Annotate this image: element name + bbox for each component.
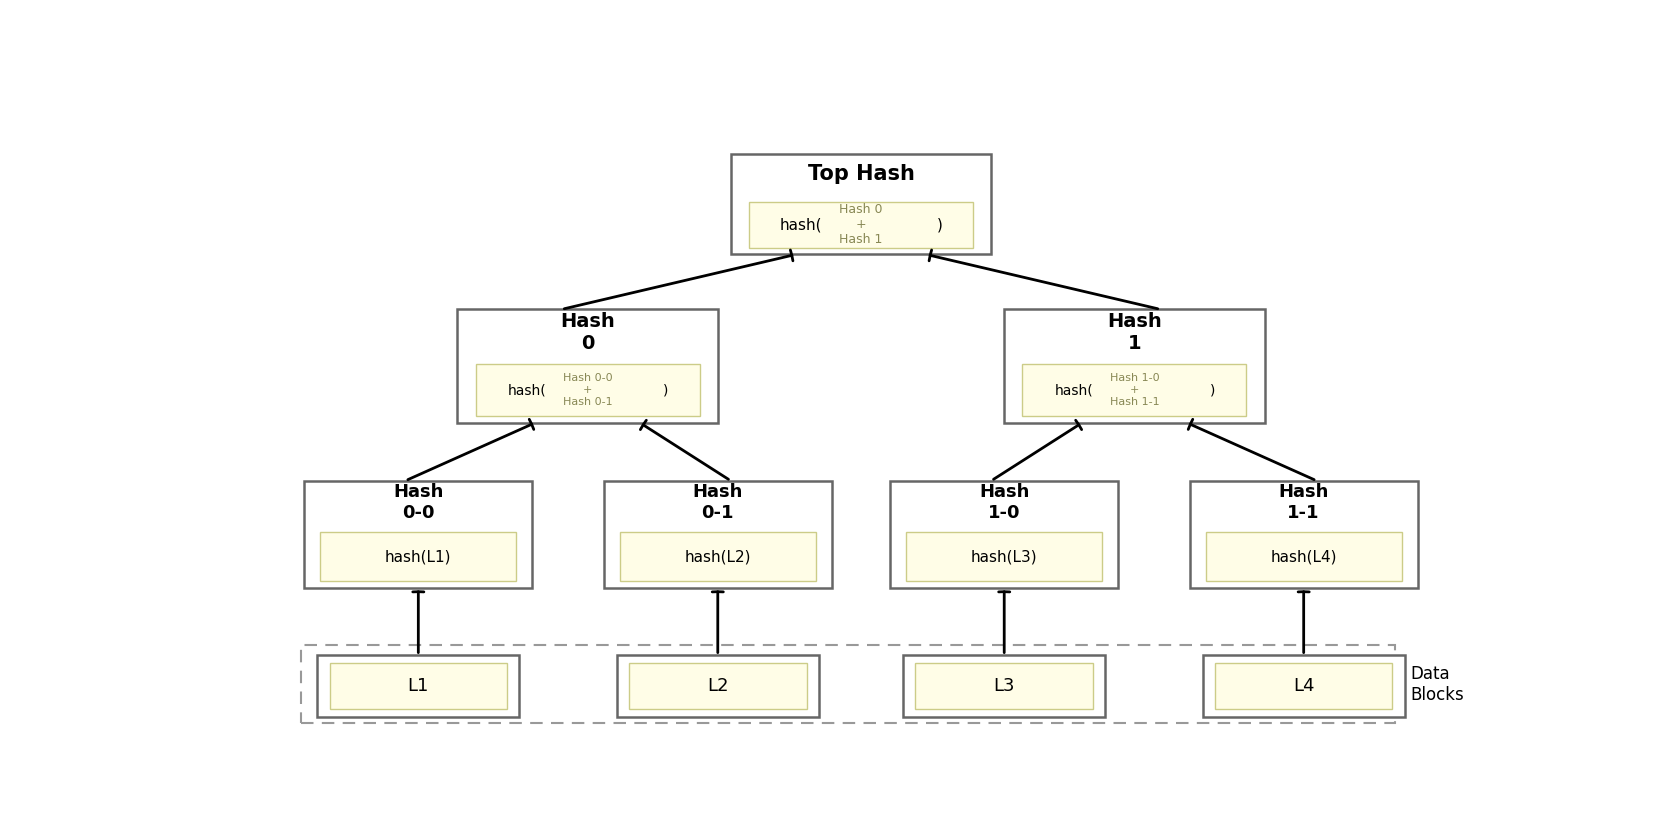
FancyBboxPatch shape <box>1203 655 1404 717</box>
Text: hash(L1): hash(L1) <box>385 549 452 564</box>
FancyBboxPatch shape <box>603 480 832 587</box>
Text: hash(L4): hash(L4) <box>1270 549 1337 564</box>
FancyBboxPatch shape <box>916 663 1094 709</box>
Text: hash(L2): hash(L2) <box>684 549 751 564</box>
Text: hash(L3): hash(L3) <box>971 549 1038 564</box>
FancyBboxPatch shape <box>1215 663 1393 709</box>
Text: Hash
0: Hash 0 <box>559 312 615 354</box>
FancyBboxPatch shape <box>731 155 991 255</box>
Text: Hash 1-0
+
Hash 1-1: Hash 1-0 + Hash 1-1 <box>1109 374 1159 407</box>
FancyBboxPatch shape <box>620 532 816 581</box>
Text: L1: L1 <box>408 677 428 696</box>
FancyBboxPatch shape <box>475 364 699 416</box>
FancyBboxPatch shape <box>1206 532 1401 581</box>
FancyBboxPatch shape <box>1189 480 1418 587</box>
FancyBboxPatch shape <box>904 655 1105 717</box>
FancyBboxPatch shape <box>304 480 533 587</box>
FancyBboxPatch shape <box>329 663 507 709</box>
Text: hash(: hash( <box>780 218 822 233</box>
Text: Data
Blocks: Data Blocks <box>1411 664 1465 704</box>
FancyBboxPatch shape <box>321 532 516 581</box>
FancyBboxPatch shape <box>906 532 1102 581</box>
Text: Hash
0-1: Hash 0-1 <box>692 483 743 522</box>
Text: ): ) <box>936 218 942 233</box>
Text: Hash 0-0
+
Hash 0-1: Hash 0-0 + Hash 0-1 <box>563 374 613 407</box>
Text: Hash
0-0: Hash 0-0 <box>393 483 444 522</box>
Text: L4: L4 <box>1294 677 1314 696</box>
Text: hash(: hash( <box>1055 383 1094 397</box>
Text: Hash 0
+
Hash 1: Hash 0 + Hash 1 <box>840 203 882 246</box>
Text: hash(: hash( <box>507 383 546 397</box>
FancyBboxPatch shape <box>318 655 519 717</box>
Text: Top Hash: Top Hash <box>808 164 914 184</box>
FancyBboxPatch shape <box>749 202 973 248</box>
Text: ): ) <box>1210 383 1216 397</box>
Text: Hash
1-0: Hash 1-0 <box>979 483 1030 522</box>
FancyBboxPatch shape <box>617 655 818 717</box>
FancyBboxPatch shape <box>1023 364 1247 416</box>
FancyBboxPatch shape <box>890 480 1119 587</box>
Text: Hash
1-1: Hash 1-1 <box>1278 483 1329 522</box>
FancyBboxPatch shape <box>457 309 717 423</box>
Text: L3: L3 <box>993 677 1015 696</box>
Text: ): ) <box>664 383 669 397</box>
Text: Hash
1: Hash 1 <box>1107 312 1163 354</box>
FancyBboxPatch shape <box>628 663 806 709</box>
FancyBboxPatch shape <box>1005 309 1265 423</box>
Text: L2: L2 <box>707 677 729 696</box>
